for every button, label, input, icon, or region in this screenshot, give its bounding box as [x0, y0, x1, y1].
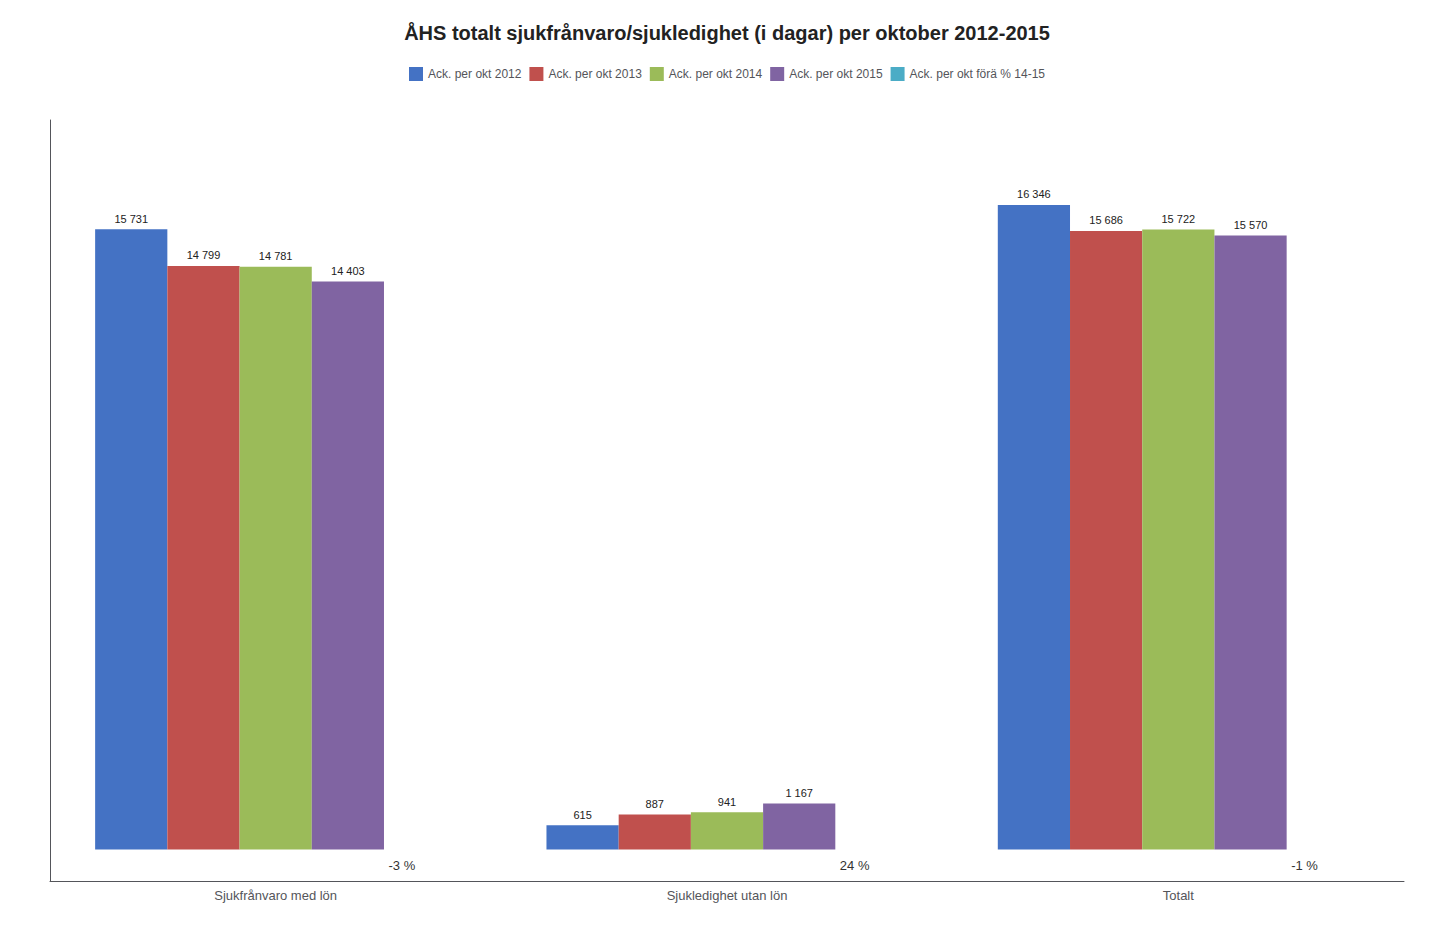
svg-text:14 403: 14 403 [331, 265, 365, 277]
svg-text:-3 %: -3 % [389, 858, 416, 873]
svg-text:15 686: 15 686 [1089, 214, 1123, 226]
svg-text:887: 887 [646, 798, 664, 810]
svg-text:1 167: 1 167 [785, 787, 813, 799]
svg-text:15 570: 15 570 [1234, 219, 1268, 231]
svg-text:Totalt: Totalt [1163, 888, 1194, 903]
svg-text:941: 941 [718, 796, 736, 808]
svg-text:24 %: 24 % [840, 858, 870, 873]
svg-text:Ack. per okt 2012: Ack. per okt 2012 [428, 67, 522, 81]
svg-text:14 781: 14 781 [259, 250, 293, 262]
svg-text:Sjukledighet utan lön: Sjukledighet utan lön [667, 888, 788, 903]
svg-text:Ack. per okt 2015: Ack. per okt 2015 [789, 67, 883, 81]
svg-text:-1 %: -1 % [1291, 858, 1318, 873]
svg-text:15 722: 15 722 [1162, 213, 1196, 225]
svg-text:14 799: 14 799 [187, 249, 221, 261]
svg-text:ÅHS totalt sjukfrånvaro/sjukle: ÅHS totalt sjukfrånvaro/sjukledighet (i … [404, 21, 1050, 44]
svg-text:16 346: 16 346 [1017, 188, 1051, 200]
svg-text:15 731: 15 731 [114, 213, 148, 225]
svg-text:Ack. per okt 2014: Ack. per okt 2014 [669, 67, 763, 81]
svg-text:Ack. per okt förä % 14-15: Ack. per okt förä % 14-15 [910, 67, 1046, 81]
svg-text:Ack. per okt 2013: Ack. per okt 2013 [548, 67, 642, 81]
svg-text:Sjukfrånvaro med lön: Sjukfrånvaro med lön [214, 888, 337, 903]
svg-text:615: 615 [573, 809, 591, 821]
